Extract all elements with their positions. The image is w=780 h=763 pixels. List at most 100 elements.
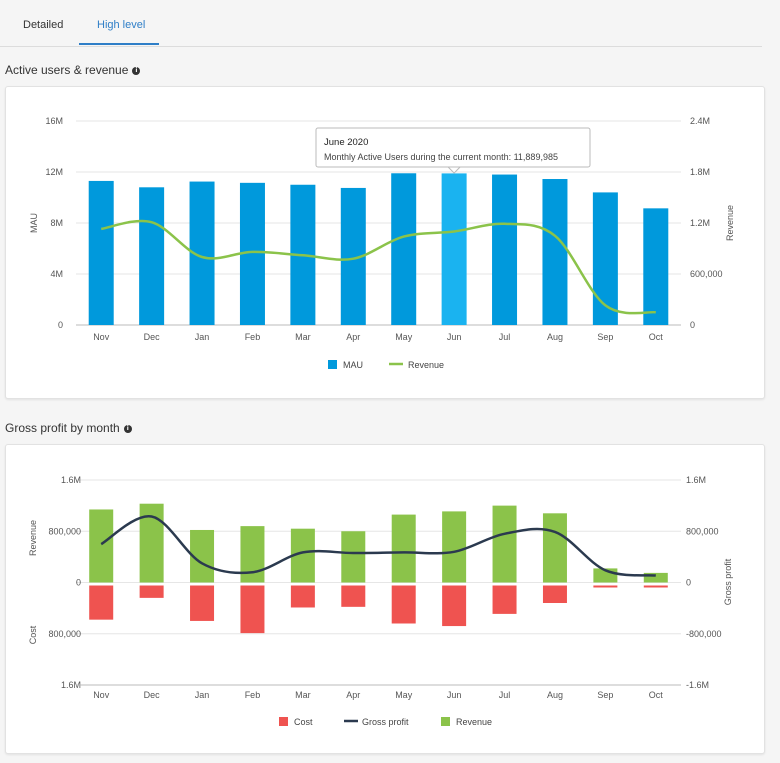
- revenue-bar: [492, 505, 517, 583]
- x-tick-label: Nov: [93, 690, 110, 700]
- x-tick-label: Feb: [245, 690, 261, 700]
- x-tick-label: Aug: [547, 332, 563, 342]
- y-tick-label: 800,000: [48, 526, 81, 536]
- x-tick-label: Oct: [649, 690, 664, 700]
- mau-bar: [391, 173, 417, 325]
- cost-bar: [190, 585, 215, 621]
- revenue-bar: [240, 526, 265, 583]
- gross-profit-card: 1.6M 800,000 0 800,000 1.6M 1.6M 800,000 0 -800,…: [5, 444, 765, 754]
- cost-bar: [341, 585, 366, 607]
- y-tick-label: 4M: [50, 269, 63, 279]
- legend-swatch-revenue: [441, 717, 450, 726]
- y2-tick-label: 600,000: [690, 269, 723, 279]
- y-tick-label: 1.6M: [61, 680, 81, 690]
- y-tick-label: 1.6M: [61, 475, 81, 485]
- x-tick-label: Aug: [547, 690, 563, 700]
- revenue-bar: [89, 509, 114, 583]
- y2-tick-label: -800,000: [686, 629, 722, 639]
- tooltip-text: Monthly Active Users during the current …: [324, 152, 558, 162]
- legend-label-cost: Cost: [294, 717, 313, 727]
- gross-profit-line: [100, 515, 656, 577]
- cost-bar: [542, 585, 567, 603]
- y2-tick-label: 1.6M: [686, 475, 706, 485]
- y2-tick-label: -1.6M: [686, 680, 709, 690]
- x-tick-label: May: [395, 690, 413, 700]
- cost-bar: [290, 585, 315, 608]
- active-tab-indicator: [79, 43, 159, 45]
- x-tick-label: Sep: [597, 332, 613, 342]
- x-tick-label: Dec: [144, 332, 161, 342]
- x-tick-label: Mar: [295, 332, 311, 342]
- cost-bar: [442, 585, 467, 627]
- x-tick-label: Apr: [346, 332, 360, 342]
- mau-bar: [542, 179, 568, 325]
- revenue-bar: [643, 572, 668, 583]
- gross-profit-title: Gross profit by month: [5, 421, 120, 435]
- revenue-bar: [442, 511, 467, 583]
- legend-label-mau: MAU: [343, 360, 363, 370]
- x-tick-label: Apr: [346, 690, 360, 700]
- mau-bar: [88, 180, 114, 325]
- mau-bar: [492, 174, 518, 325]
- y2-tick-label: 0: [690, 320, 695, 330]
- x-tick-label: Jun: [447, 332, 462, 342]
- y2-tick-label: 1.8M: [690, 167, 710, 177]
- gross-profit-chart: 1.6M 800,000 0 800,000 1.6M 1.6M 800,000 0 -800,…: [28, 475, 733, 727]
- info-icon[interactable]: i: [132, 67, 141, 75]
- x-tick-label: Feb: [245, 332, 261, 342]
- x-tick-label: Jan: [195, 690, 210, 700]
- active-users-chart: 0 4M 8M 12M 16M 0 600,000 1.2M 1.8M 2.4M MAU Revenu…: [29, 116, 735, 370]
- x-tick-label: Dec: [144, 690, 161, 700]
- legend-label-revenue: Revenue: [456, 717, 492, 727]
- x-tick-label: May: [395, 332, 413, 342]
- legend-label-revenue: Revenue: [408, 360, 444, 370]
- cost-bar: [593, 585, 618, 588]
- mau-bar: [643, 208, 669, 325]
- y-axis-title: MAU: [29, 213, 39, 233]
- x-tick-label: Jan: [195, 332, 210, 342]
- y2-axis-title: Revenue: [725, 205, 735, 241]
- revenue-line: [100, 219, 656, 315]
- revenue-bar: [391, 514, 416, 583]
- x-tick-label: Jun: [447, 690, 462, 700]
- active-users-card: 0 4M 8M 12M 16M 0 600,000 1.2M 1.8M 2.4M MAU Revenu…: [5, 86, 765, 399]
- cost-bar: [89, 585, 114, 620]
- tab-detailed[interactable]: Detailed: [23, 19, 64, 31]
- legend-swatch-cost: [279, 717, 288, 726]
- mau-bar: [139, 187, 165, 325]
- y-tick-label: 0: [76, 578, 81, 588]
- y-tick-label: 800,000: [48, 629, 81, 639]
- y-tick-label: 16M: [45, 116, 63, 126]
- cost-bar: [391, 585, 416, 624]
- y2-axis-title: Gross profit: [723, 558, 733, 605]
- x-tick-label: Jul: [499, 690, 511, 700]
- x-tick-label: Jul: [499, 332, 511, 342]
- x-tick-label: Nov: [93, 332, 110, 342]
- y-tick-label: 0: [58, 320, 63, 330]
- x-tick-label: Oct: [649, 332, 664, 342]
- legend-label-gross-profit: Gross profit: [362, 717, 409, 727]
- revenue-bar: [341, 531, 366, 583]
- y-tick-label: 8M: [50, 218, 63, 228]
- y-axis-title-revenue: Revenue: [28, 520, 38, 556]
- tooltip: June 2020 Monthly Active Users during the…: [315, 127, 591, 174]
- tab-high-level[interactable]: High level: [97, 19, 146, 31]
- y2-tick-label: 0: [686, 578, 691, 588]
- y2-tick-label: 1.2M: [690, 218, 710, 228]
- mau-bar: [592, 192, 618, 325]
- legend-swatch-mau: [328, 360, 337, 369]
- tab-bar: Detailed High level: [0, 0, 762, 47]
- section-title-active-users: Active users & revenue i: [5, 63, 141, 77]
- info-icon[interactable]: i: [123, 425, 132, 433]
- cost-bar: [643, 585, 668, 588]
- y2-tick-label: 800,000: [686, 526, 719, 536]
- tooltip-pointer: [446, 166, 462, 174]
- x-tick-label: Mar: [295, 690, 311, 700]
- tooltip-title: June 2020: [324, 137, 368, 148]
- section-title-gross-profit: Gross profit by month i: [5, 421, 132, 435]
- cost-bar: [139, 585, 164, 598]
- cost-bar: [240, 585, 265, 634]
- active-users-title: Active users & revenue: [5, 63, 129, 77]
- y-axis-title-cost: Cost: [28, 625, 38, 644]
- y2-tick-label: 2.4M: [690, 116, 710, 126]
